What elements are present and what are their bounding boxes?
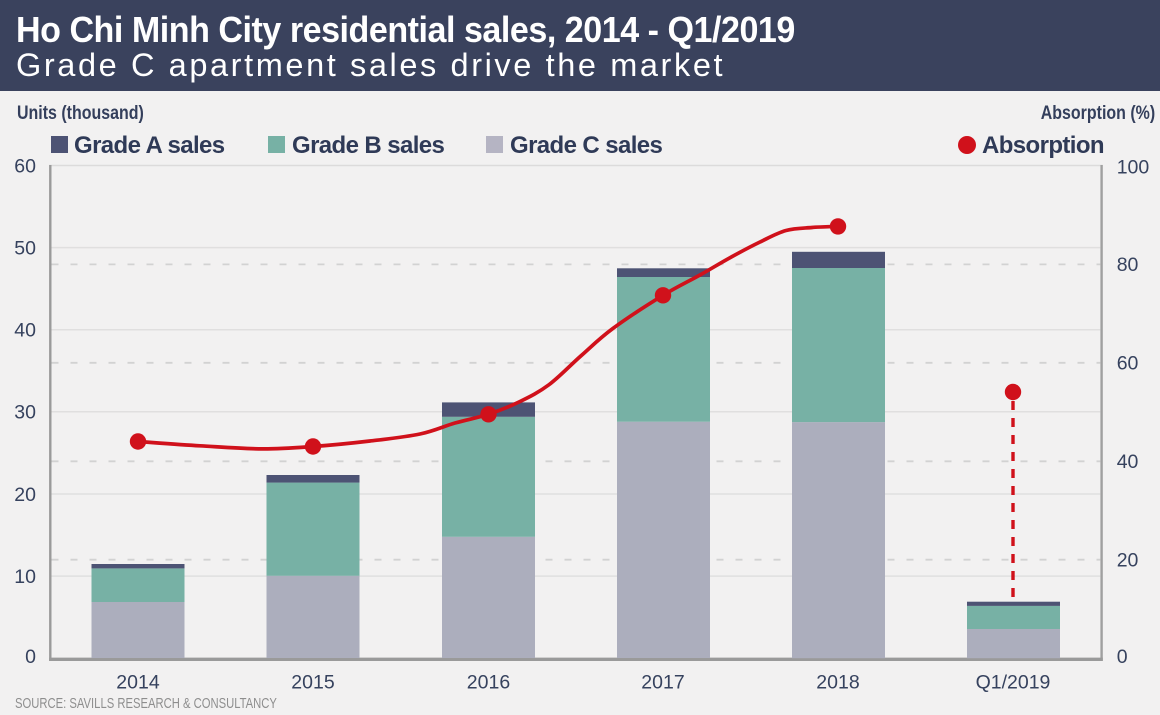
svg-text:Q1/2019: Q1/2019 [976,672,1051,694]
svg-text:80: 80 [1117,254,1139,276]
svg-text:0: 0 [25,646,36,668]
svg-text:60: 60 [1117,353,1139,375]
svg-text:20: 20 [14,484,36,506]
svg-text:2018: 2018 [816,672,859,694]
svg-text:10: 10 [14,566,36,588]
svg-text:100: 100 [1117,157,1150,179]
svg-text:2014: 2014 [116,672,160,694]
svg-text:40: 40 [14,320,36,342]
svg-text:40: 40 [1117,451,1139,473]
svg-text:2017: 2017 [641,672,684,694]
svg-text:60: 60 [14,155,36,177]
svg-text:2015: 2015 [291,672,335,694]
svg-text:50: 50 [14,237,36,259]
svg-text:2016: 2016 [467,672,510,694]
svg-text:30: 30 [14,402,36,424]
svg-text:20: 20 [1117,550,1139,572]
svg-text:0: 0 [1117,646,1128,668]
